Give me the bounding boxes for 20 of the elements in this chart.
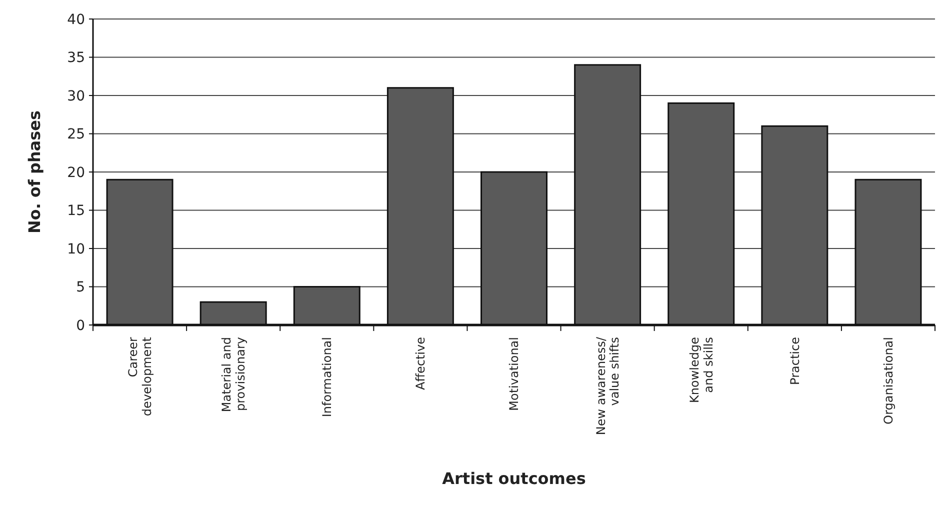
x-axis-title: Artist outcomes xyxy=(442,469,586,488)
y-axis-title: No. of phases xyxy=(25,110,44,234)
x-tick-label: Motivational xyxy=(507,337,522,411)
x-tick-label: Informational xyxy=(320,337,334,418)
y-tick-label: 5 xyxy=(76,280,85,296)
x-tick-label: Organisational xyxy=(881,337,896,424)
x-tick-label: Material and provisionary xyxy=(220,337,248,412)
x-tick-label: Practice xyxy=(788,337,802,385)
y-tick-label: 25 xyxy=(67,126,85,143)
x-tick-label: Knowledge and skills xyxy=(687,337,716,403)
y-tick-label: 35 xyxy=(67,50,85,66)
x-tick-label: New awareness/ value shifts xyxy=(594,336,622,436)
y-tick-label: 15 xyxy=(67,203,85,220)
y-tick-label: 10 xyxy=(67,241,85,258)
y-tick-label: 30 xyxy=(67,88,85,104)
x-tick-label: Career development xyxy=(126,336,154,416)
y-tick-label: 40 xyxy=(67,12,85,28)
y-tick-label: 0 xyxy=(76,318,85,334)
y-tick-label: 20 xyxy=(67,164,85,181)
x-tick-label: Affective xyxy=(414,337,428,390)
